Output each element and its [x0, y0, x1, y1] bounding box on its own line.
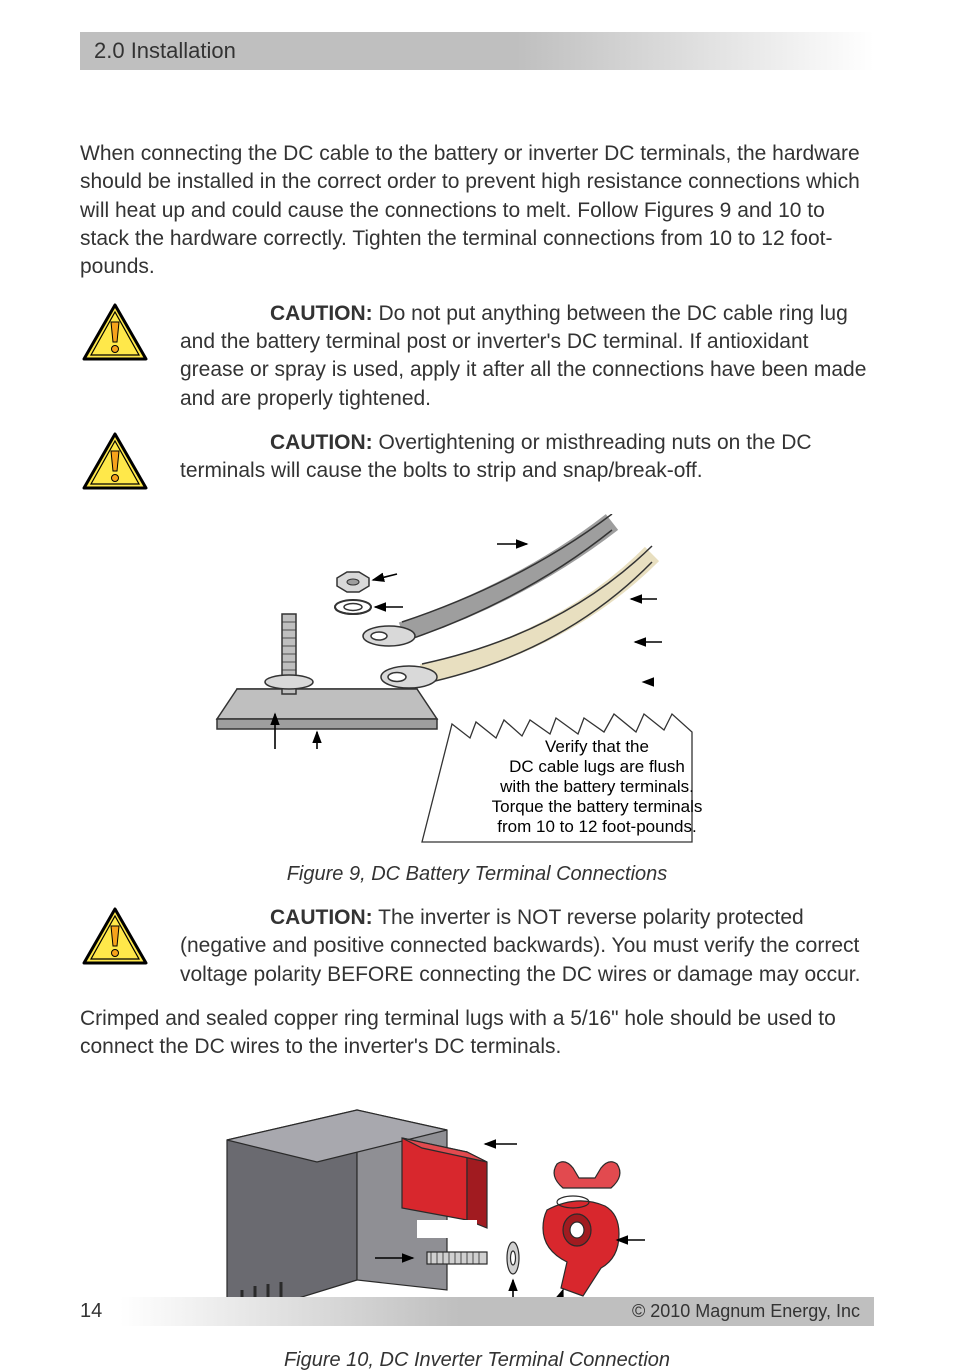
- section-header-bar: 2.0 Installation: [80, 32, 874, 70]
- caution-icon: [80, 431, 150, 498]
- caution-icon: [80, 302, 150, 369]
- caution-lead: CAUTION:: [270, 906, 373, 929]
- intro-paragraph: When connecting the DC cable to the batt…: [80, 140, 874, 282]
- caution-block: CAUTION: Do not put anything between the…: [80, 300, 874, 413]
- page-footer: 14 © 2010 Magnum Energy, Inc: [80, 1297, 874, 1326]
- caution-icon: [80, 906, 150, 973]
- figure-10-caption: Figure 10, DC Inverter Terminal Connecti…: [80, 1349, 874, 1372]
- fig9-note-l5: from 10 to 12 foot-pounds.: [497, 817, 696, 836]
- caution-block: CAUTION: The inverter is NOT reverse pol…: [80, 904, 874, 989]
- caution-block: CAUTION: Overtightening or misthreading …: [80, 429, 874, 498]
- figure-9-caption: Figure 9, DC Battery Terminal Connection…: [80, 863, 874, 886]
- figure-10: Figure 10, DC Inverter Terminal Connecti…: [80, 1080, 874, 1372]
- mid-paragraph: Crimped and sealed copper ring terminal …: [80, 1005, 874, 1062]
- footer-bar: © 2010 Magnum Energy, Inc: [120, 1297, 874, 1326]
- fig9-note-l2: DC cable lugs are flush: [509, 757, 685, 776]
- caution-text: CAUTION: Overtightening or misthreading …: [180, 429, 874, 486]
- page-number: 14: [80, 1300, 120, 1323]
- fig9-note-l3: with the battery terminals.: [499, 777, 694, 796]
- section-title: 2.0 Installation: [94, 38, 236, 63]
- figure-9: Verify that the DC cable lugs are flush …: [80, 514, 874, 886]
- page: 2.0 Installation When connecting the DC …: [0, 0, 954, 1356]
- fig9-note-l1: Verify that the: [545, 737, 649, 756]
- figure-9-svg: Verify that the DC cable lugs are flush …: [157, 514, 797, 854]
- caution-lead: CAUTION:: [270, 431, 373, 454]
- fig9-note-l4: Torque the battery terminals: [492, 797, 703, 816]
- caution-text: CAUTION: The inverter is NOT reverse pol…: [180, 904, 874, 989]
- caution-text: CAUTION: Do not put anything between the…: [180, 300, 874, 413]
- caution-lead: CAUTION:: [270, 302, 373, 325]
- copyright: © 2010 Magnum Energy, Inc: [632, 1301, 860, 1321]
